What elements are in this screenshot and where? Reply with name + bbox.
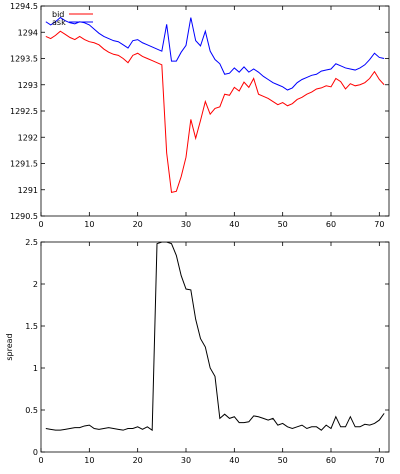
y-tick-label: 0.5 bbox=[25, 406, 38, 415]
y-tick-label: 0 bbox=[33, 448, 38, 457]
x-tick-label: 60 bbox=[326, 220, 336, 229]
series-lines bbox=[45, 242, 385, 432]
y-tick-label: 1293 bbox=[18, 81, 38, 90]
x-tick-label: 70 bbox=[374, 456, 384, 465]
legend-label-ask: ask bbox=[52, 18, 66, 27]
y-tick-label: 1291 bbox=[18, 186, 38, 195]
x-tick-label: 30 bbox=[181, 456, 191, 465]
y-tick-label: 1291.5 bbox=[10, 160, 38, 169]
spread-series-line bbox=[45, 242, 385, 432]
axis-ticks: 0 10 20 30 40 50 60 70 1290.5 1291 1291.5 1292 1292.… bbox=[10, 2, 389, 229]
legend: bid ask bbox=[52, 10, 93, 27]
x-tick-label: 0 bbox=[38, 456, 43, 465]
plot-frame bbox=[40, 5, 390, 217]
x-tick-label: 70 bbox=[374, 220, 384, 229]
y-tick-label: 1.5 bbox=[25, 322, 38, 331]
bid-ask-chart: 0 10 20 30 40 50 60 70 1290.5 1291 1291.5 1292 1292.… bbox=[10, 2, 390, 229]
bid-series-line bbox=[45, 30, 385, 193]
x-tick-label: 40 bbox=[229, 220, 239, 229]
y-tick-label: 2.5 bbox=[25, 238, 38, 247]
x-tick-label: 50 bbox=[278, 220, 288, 229]
legend-label-bid: bid bbox=[52, 10, 64, 19]
x-tick-label: 20 bbox=[133, 220, 143, 229]
y-tick-label: 1293.5 bbox=[10, 55, 38, 64]
x-tick-label: 10 bbox=[84, 220, 94, 229]
y-tick-label: 1294.5 bbox=[10, 2, 38, 11]
x-tick-label: 20 bbox=[133, 456, 143, 465]
y-tick-label: 1 bbox=[33, 364, 38, 373]
x-tick-label: 10 bbox=[84, 456, 94, 465]
ask-series-line bbox=[45, 16, 385, 91]
axis-ticks: 0 10 20 30 40 50 60 70 0 0.5 1 1.5 2 2.5 bbox=[25, 238, 389, 465]
y-tick-label: 1292.5 bbox=[10, 107, 38, 116]
x-tick-label: 0 bbox=[38, 220, 43, 229]
y-axis-label: spread bbox=[5, 333, 14, 360]
plot-frame bbox=[40, 241, 390, 453]
x-tick-label: 50 bbox=[278, 456, 288, 465]
y-tick-label: 1294 bbox=[18, 28, 38, 37]
x-tick-label: 40 bbox=[229, 456, 239, 465]
series-lines bbox=[45, 16, 385, 193]
y-tick-label: 1292 bbox=[18, 133, 38, 142]
y-tick-label: 2 bbox=[33, 280, 38, 289]
y-tick-label: 1290.5 bbox=[10, 212, 38, 221]
x-tick-label: 60 bbox=[326, 456, 336, 465]
spread-chart: 0 10 20 30 40 50 60 70 0 0.5 1 1.5 2 2.5 spread bbox=[5, 238, 390, 465]
x-tick-label: 30 bbox=[181, 220, 191, 229]
